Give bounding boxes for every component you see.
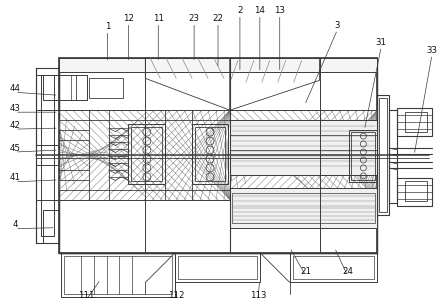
Text: 1: 1 xyxy=(105,22,110,31)
Bar xyxy=(377,95,389,215)
Bar xyxy=(397,178,432,206)
Text: 2: 2 xyxy=(237,6,243,15)
Text: 4: 4 xyxy=(12,220,18,229)
Bar xyxy=(36,68,59,243)
Bar xyxy=(175,253,260,282)
Bar xyxy=(350,130,377,182)
Text: 14: 14 xyxy=(254,6,265,15)
Text: 13: 13 xyxy=(274,6,285,15)
Text: 31: 31 xyxy=(376,38,387,47)
Bar xyxy=(59,75,87,100)
Bar xyxy=(293,256,374,279)
Bar xyxy=(128,124,165,184)
Bar xyxy=(178,256,257,279)
Bar xyxy=(379,98,387,212)
Text: 41: 41 xyxy=(9,173,20,182)
Text: 33: 33 xyxy=(427,46,438,55)
Text: 11: 11 xyxy=(153,14,164,23)
Bar xyxy=(132,127,162,181)
Text: 112: 112 xyxy=(168,291,184,300)
Bar xyxy=(59,59,377,72)
Bar xyxy=(59,59,377,253)
Bar xyxy=(89,78,124,98)
Text: 12: 12 xyxy=(123,14,134,23)
Bar xyxy=(230,188,377,228)
Text: 113: 113 xyxy=(249,291,266,300)
Bar xyxy=(64,256,172,294)
Text: 3: 3 xyxy=(335,21,340,30)
Bar xyxy=(232,193,375,223)
Bar xyxy=(351,132,375,180)
Bar xyxy=(41,75,54,236)
Bar xyxy=(192,124,228,184)
Text: 45: 45 xyxy=(9,144,20,152)
Text: 24: 24 xyxy=(342,267,353,276)
Text: 43: 43 xyxy=(9,104,20,113)
Bar xyxy=(195,127,225,181)
Bar xyxy=(61,253,175,297)
Bar xyxy=(405,112,427,132)
Text: 22: 22 xyxy=(213,14,224,23)
Text: 44: 44 xyxy=(9,84,20,93)
Text: 23: 23 xyxy=(189,14,200,23)
Bar xyxy=(389,110,397,203)
Text: 21: 21 xyxy=(300,267,311,276)
Bar xyxy=(290,253,377,282)
Bar xyxy=(230,120,377,175)
Text: 111: 111 xyxy=(78,291,95,300)
Bar xyxy=(397,108,432,136)
Text: 42: 42 xyxy=(9,121,20,130)
Bar xyxy=(230,135,377,150)
Bar xyxy=(405,181,427,201)
